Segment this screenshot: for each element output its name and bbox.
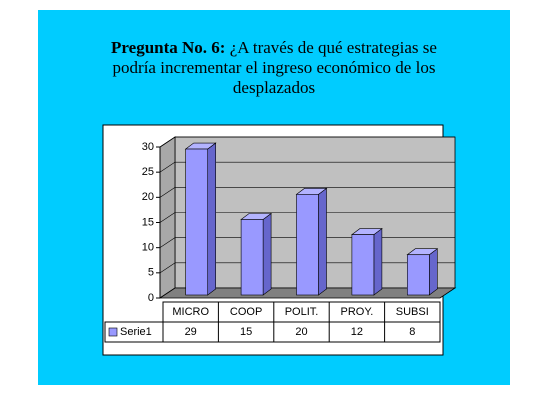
title-text: ¿A través de qué estrategias se podría i… <box>112 38 437 97</box>
grid-line <box>159 136 176 148</box>
y-tick-label: 15 <box>142 216 154 228</box>
y-tick-label: 0 <box>148 292 154 304</box>
bar <box>185 148 208 296</box>
bar-side <box>207 142 216 296</box>
grid-line <box>159 187 176 198</box>
legend-label: Serie1 <box>120 326 152 338</box>
chart-title: Pregunta No. 6: ¿A través de qué estrate… <box>98 38 450 98</box>
legend-swatch <box>108 327 118 337</box>
bar-side <box>428 248 438 296</box>
grid-line <box>159 161 176 173</box>
x-tick-label: SUBSI <box>396 306 429 318</box>
legend-cell <box>104 321 164 343</box>
grid-line <box>159 237 176 248</box>
y-tick-label: 20 <box>142 191 154 203</box>
x-tick-label: MICRO <box>172 306 209 318</box>
bar-side <box>373 228 383 296</box>
value-cell: 12 <box>351 326 363 338</box>
y-tick-label: 5 <box>148 267 154 279</box>
bar-side <box>262 212 272 296</box>
y-tick-label: 25 <box>142 166 154 178</box>
value-cell: 29 <box>185 326 197 338</box>
value-cell: 20 <box>295 326 307 338</box>
value-cell: 15 <box>240 326 252 338</box>
bar <box>296 194 319 296</box>
grid-line <box>159 262 176 274</box>
y-tick-label: 30 <box>142 141 154 153</box>
grid-line <box>159 212 176 223</box>
value-cell: 8 <box>409 326 415 338</box>
bar <box>351 234 375 296</box>
bar <box>406 254 430 296</box>
bar-side <box>318 187 327 296</box>
x-tick-label: POLIT. <box>285 306 319 318</box>
title-bold: Pregunta No. 6: <box>111 38 226 57</box>
x-tick-label: COOP <box>230 306 262 318</box>
y-tick-label: 10 <box>142 242 154 254</box>
x-tick-label: PROY. <box>340 306 373 318</box>
bar <box>240 219 264 296</box>
